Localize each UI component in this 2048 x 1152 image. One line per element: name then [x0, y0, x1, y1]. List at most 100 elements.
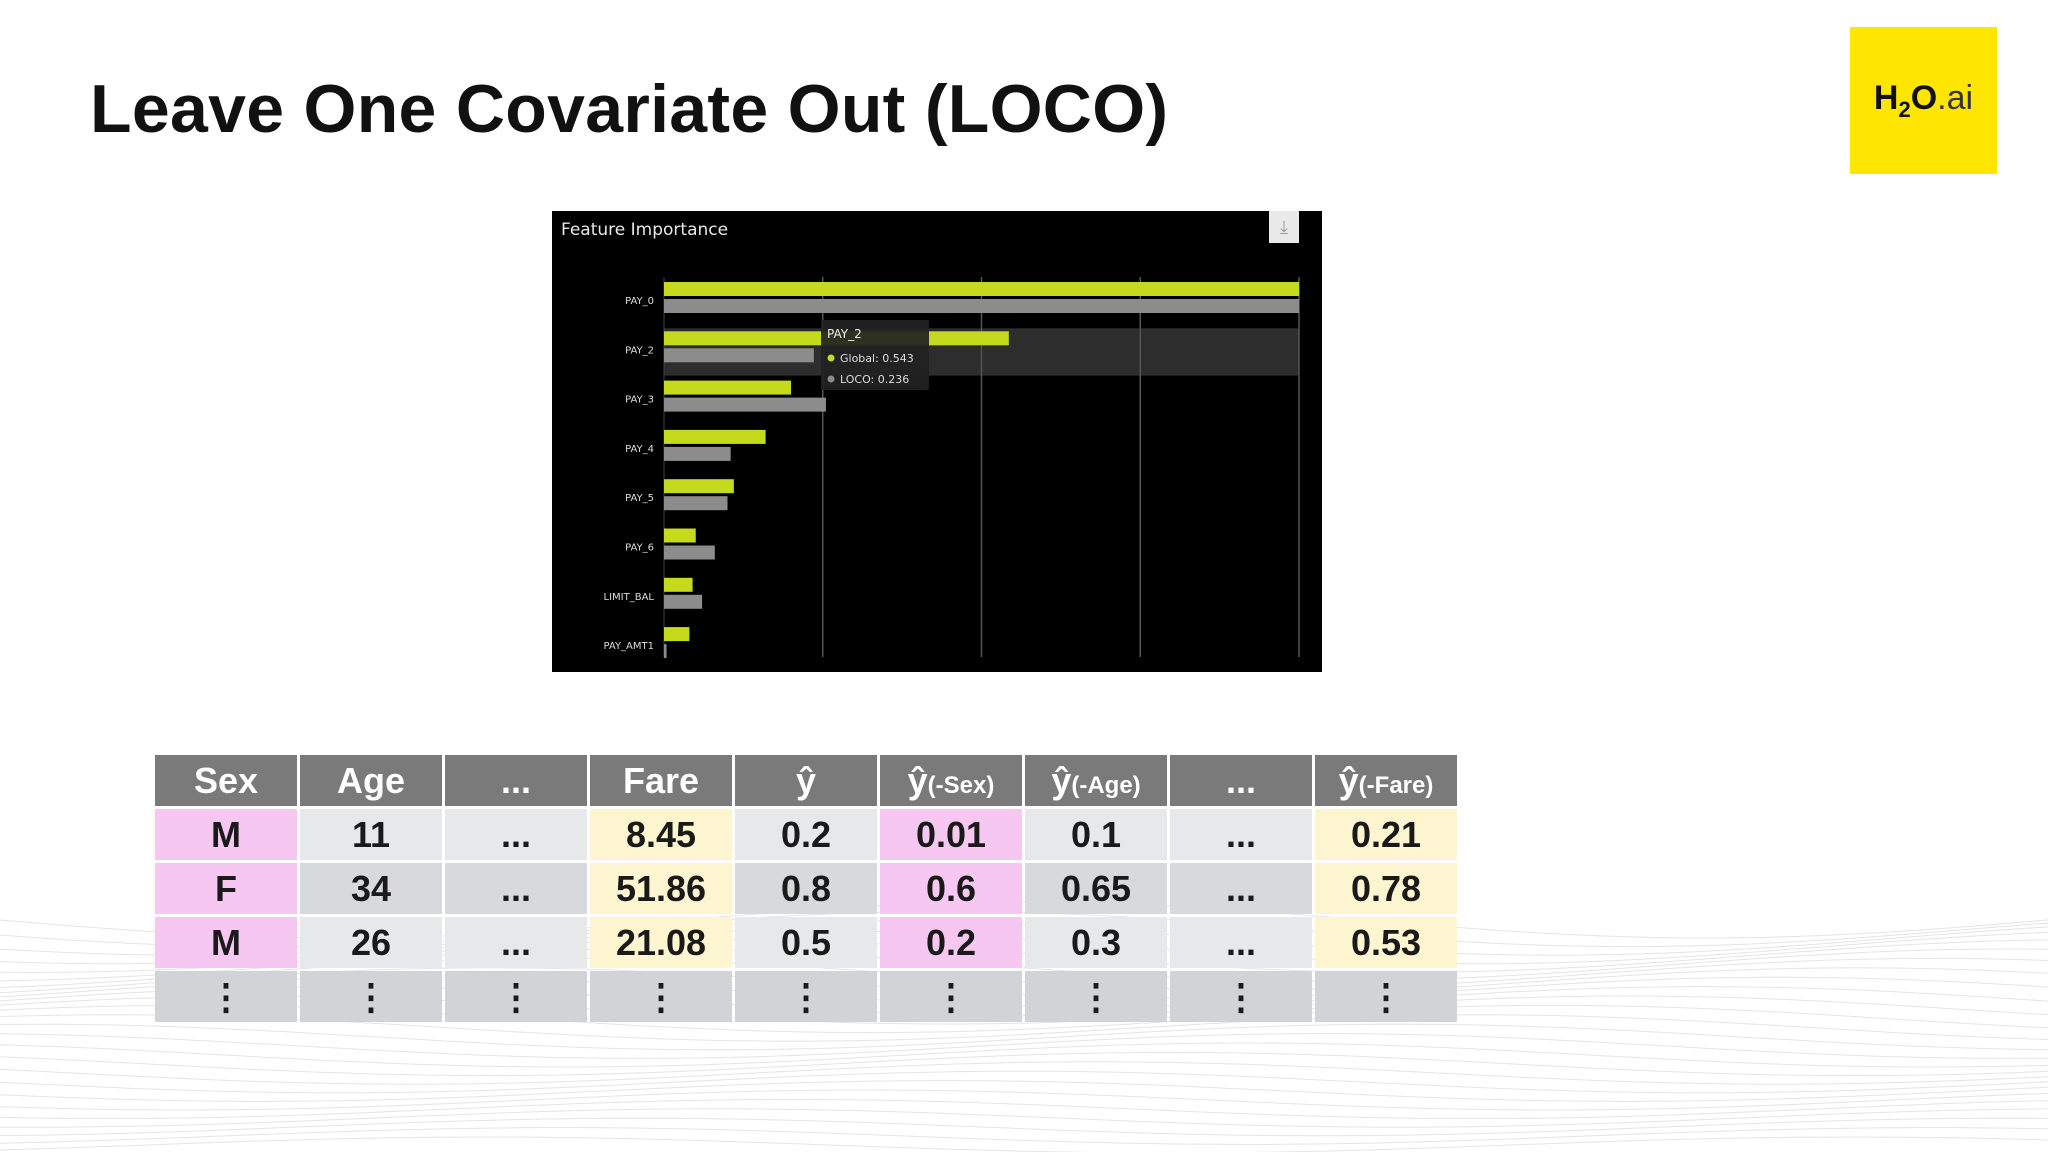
header-age: Age: [300, 755, 442, 806]
bar-loco: [664, 545, 715, 560]
wave-line: [0, 1089, 2048, 1111]
wave-line: [0, 1127, 2048, 1145]
table-cell: M: [155, 809, 297, 860]
table-cell: 21.08: [590, 917, 732, 968]
table-cell: ⋮: [300, 971, 442, 1022]
table-cell: 26: [300, 917, 442, 968]
wave-line: [0, 1042, 2048, 1068]
table-row: M 11 ... 8.45 0.2 0.01 0.1 ... 0.21: [155, 809, 1457, 860]
table-cell: 0.2: [880, 917, 1022, 968]
table-row: M 26 ... 21.08 0.5 0.2 0.3 ... 0.53: [155, 917, 1457, 968]
table-cell: 0.2: [735, 809, 877, 860]
table-cell: ...: [1170, 863, 1312, 914]
feature-importance-chart: PAY_0 PAY_2 PAY_3 PAY_4 PAY_5 PAY_6 LIMIT_BAL P…: [552, 211, 1322, 672]
table-cell: 0.1: [1025, 809, 1167, 860]
header-ellipsis-2: ...: [1170, 755, 1312, 806]
table-cell: 0.21: [1315, 809, 1457, 860]
table-cell: ...: [445, 863, 587, 914]
y-tick-label: LIMIT_BAL: [604, 592, 655, 603]
header-fare: Fare: [590, 755, 732, 806]
table-cell: ⋮: [445, 971, 587, 1022]
header-yhat-minus-age: ŷ(-Age): [1025, 755, 1167, 806]
table-cell: ...: [445, 917, 587, 968]
slide-title: Leave One Covariate Out (LOCO): [90, 71, 1169, 147]
loco-table: Sex Age ... Fare ŷ ŷ(-Sex) ŷ(-Age) ... ŷ…: [152, 752, 1460, 1025]
tooltip-title: PAY_2: [827, 327, 862, 341]
bar-loco: [664, 348, 814, 363]
table-cell: ...: [1170, 917, 1312, 968]
y-tick-label: PAY_4: [625, 444, 654, 455]
download-button[interactable]: ⤓: [1269, 211, 1299, 243]
table-cell: 51.86: [590, 863, 732, 914]
header-sex: Sex: [155, 755, 297, 806]
table-row-continuation: ⋮ ⋮ ⋮ ⋮ ⋮ ⋮ ⋮ ⋮ ⋮: [155, 971, 1457, 1022]
download-icon: ⤓: [1280, 216, 1288, 237]
table-cell: 0.6: [880, 863, 1022, 914]
y-tick-label: PAY_3: [625, 395, 654, 406]
table-cell: ⋮: [1170, 971, 1312, 1022]
table-cell: ⋮: [1025, 971, 1167, 1022]
table-cell: ⋮: [735, 971, 877, 1022]
tooltip-box: [821, 320, 929, 390]
table-cell: 0.65: [1025, 863, 1167, 914]
table-cell: 11: [300, 809, 442, 860]
y-tick-label: PAY_2: [625, 345, 654, 356]
bar-loco: [664, 299, 1299, 313]
table-cell: ⋮: [1315, 971, 1457, 1022]
tooltip-dot-loco: [827, 375, 835, 383]
wave-line: [0, 1023, 2048, 1051]
header-yhat: ŷ: [735, 755, 877, 806]
table-cell: ⋮: [590, 971, 732, 1022]
table-cell: 34: [300, 863, 442, 914]
table-header-row: Sex Age ... Fare ŷ ŷ(-Sex) ŷ(-Age) ... ŷ…: [155, 755, 1457, 806]
y-tick-label: PAY_6: [625, 543, 654, 554]
chart-plot: PAY_0 PAY_2 PAY_3 PAY_4 PAY_5 PAY_6 LIMIT_BAL P…: [603, 277, 1300, 659]
header-yhat-minus-fare: ŷ(-Fare): [1315, 755, 1457, 806]
wave-line: [0, 1061, 2048, 1085]
bar-global: [664, 577, 693, 592]
wave-line: [0, 1070, 2048, 1094]
bar-global: [664, 282, 1299, 296]
table-cell: 0.78: [1315, 863, 1457, 914]
wave-line: [0, 1117, 2048, 1137]
y-tick-label: PAY_AMT1: [603, 641, 654, 652]
wave-line: [0, 1098, 2048, 1120]
table-cell: ...: [1170, 809, 1312, 860]
table-cell: 0.3: [1025, 917, 1167, 968]
bar-global: [664, 479, 734, 494]
table-row: F 34 ... 51.86 0.8 0.6 0.65 ... 0.78: [155, 863, 1457, 914]
wave-line: [0, 1136, 2048, 1152]
table-cell: M: [155, 917, 297, 968]
tooltip-loco: LOCO: 0.236: [840, 373, 909, 386]
bar-loco: [664, 644, 667, 659]
table-cell: 8.45: [590, 809, 732, 860]
bar-loco: [664, 397, 826, 412]
table-cell: ...: [445, 809, 587, 860]
table-cell: F: [155, 863, 297, 914]
table-cell: 0.5: [735, 917, 877, 968]
tooltip-dot-global: [827, 354, 835, 362]
bar-global: [664, 380, 791, 395]
table-cell: 0.53: [1315, 917, 1457, 968]
table-cell: ⋮: [880, 971, 1022, 1022]
tooltip-global: Global: 0.543: [840, 352, 914, 365]
bar-global: [664, 627, 690, 642]
table-cell: ⋮: [155, 971, 297, 1022]
wave-line: [0, 1033, 2048, 1059]
bar-loco: [664, 496, 728, 511]
y-tick-label: PAY_5: [625, 493, 654, 504]
table-cell: 0.01: [880, 809, 1022, 860]
wave-line: [0, 1080, 2048, 1102]
bar-global: [664, 429, 766, 444]
bar-loco: [664, 594, 703, 609]
bar-loco: [664, 446, 731, 461]
h2o-logo: H2O.ai: [1850, 27, 1997, 174]
wave-line: [0, 1108, 2048, 1128]
chart-title: Feature Importance: [561, 220, 729, 240]
header-yhat-minus-sex: ŷ(-Sex): [880, 755, 1022, 806]
y-tick-label: PAY_0: [625, 296, 654, 307]
bar-global: [664, 528, 696, 543]
table-cell: 0.8: [735, 863, 877, 914]
header-ellipsis: ...: [445, 755, 587, 806]
wave-line: [0, 1051, 2048, 1077]
